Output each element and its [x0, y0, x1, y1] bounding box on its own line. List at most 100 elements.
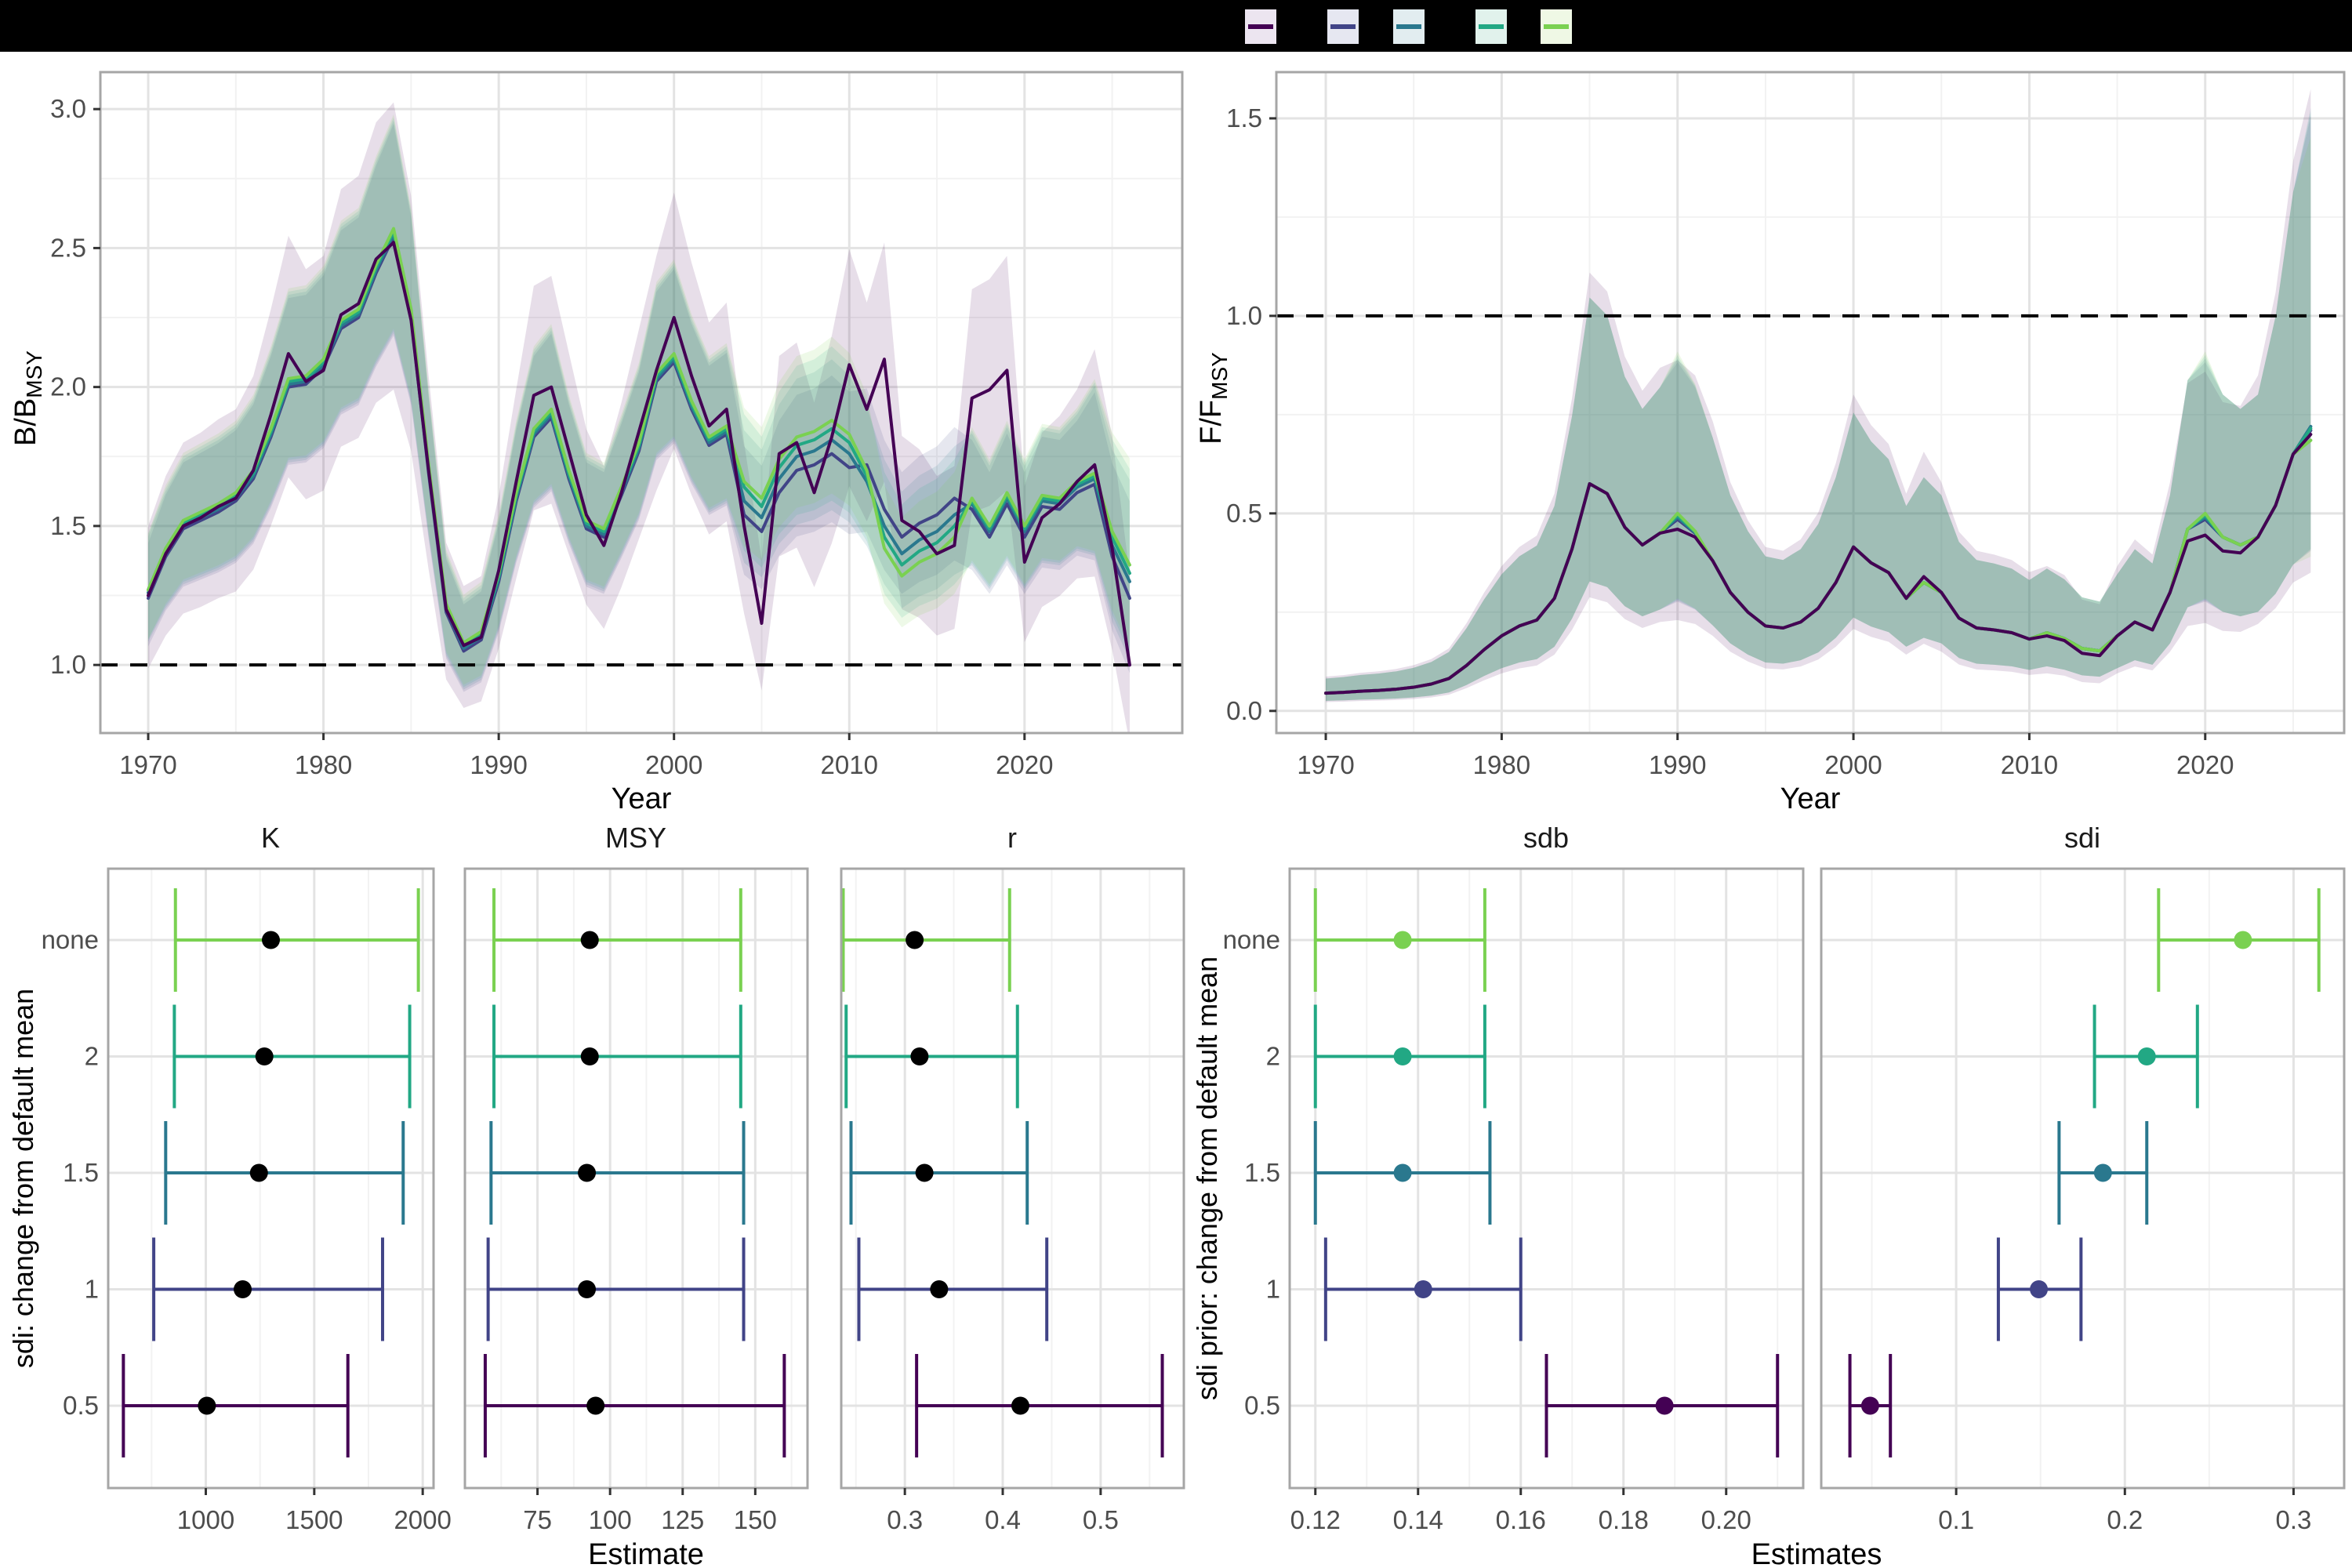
x-tick-label: 0.3 — [2276, 1505, 2312, 1534]
x-tick-label: 1500 — [285, 1505, 343, 1534]
errorbar-sdi-2 — [2092, 1004, 2199, 1109]
legend-key-1.5 — [1393, 9, 1425, 44]
ribbon-1 — [1326, 116, 2311, 701]
x-tick-label: 0.4 — [985, 1505, 1021, 1534]
strip-title-K: K — [260, 822, 281, 854]
x-tick-label: 125 — [661, 1505, 704, 1534]
errorbar-K-none — [173, 888, 420, 992]
errorbar-sdb-1.5 — [1313, 1121, 1492, 1225]
panel-background — [465, 869, 808, 1488]
estimate-dot — [915, 1163, 934, 1182]
errorbar-r-0.5 — [915, 1354, 1164, 1457]
category-label: 2 — [85, 1042, 99, 1071]
estimate-dot — [1393, 1047, 1412, 1065]
x-tick-label: 2020 — [2176, 750, 2234, 779]
category-label: 0.5 — [1244, 1391, 1280, 1420]
errorbar-K-0.5 — [122, 1354, 350, 1457]
y-tick-label: 0.0 — [1226, 696, 1262, 725]
errorbar-K-1.5 — [164, 1121, 405, 1225]
panel-background — [1821, 869, 2344, 1488]
x-tick-label: 2010 — [2001, 750, 2058, 779]
y-tick-label: 2.0 — [50, 372, 86, 401]
x-tick-label: 2000 — [1824, 750, 1882, 779]
x-tick-label: 2000 — [394, 1505, 451, 1534]
errorbar-r-1 — [857, 1237, 1049, 1341]
bbmsy-y-axis-title: B/BMSY — [9, 350, 47, 446]
legend-key-line-none — [1544, 24, 1569, 29]
estimate-dot — [198, 1396, 216, 1415]
legend-key-none — [1541, 9, 1572, 44]
errorbar-sdb-1 — [1323, 1237, 1523, 1341]
strip-title-r: r — [1007, 822, 1017, 854]
estimate-dot — [249, 1163, 268, 1182]
x-tick-label: 75 — [523, 1505, 552, 1534]
x-tick-label: 1970 — [119, 750, 176, 779]
strip-title-MSY: MSY — [604, 822, 667, 854]
legend-label-0.5: 0.5 — [1283, 12, 1319, 41]
category-label: 1.5 — [1244, 1158, 1280, 1187]
x-tick-label: 0.12 — [1290, 1505, 1341, 1534]
category-label: 1 — [85, 1275, 99, 1304]
y-tick-label: 1.5 — [1226, 103, 1262, 132]
x-tick-label: 2000 — [645, 750, 702, 779]
ffmsy-y-axis-title: F/FMSY — [1195, 352, 1232, 445]
x-tick-label: 0.16 — [1496, 1505, 1546, 1534]
panel-MSY: 75 100 125 150 — [463, 867, 809, 1534]
y-tick-label: 1.0 — [1226, 301, 1262, 330]
errorbar-MSY-2 — [492, 1004, 742, 1109]
estimate-dot — [580, 1047, 599, 1065]
bbmsy-x-axis-title: Year — [611, 782, 672, 815]
estimate-dot — [1011, 1396, 1029, 1415]
panel-border — [1288, 867, 1805, 1490]
x-tick-label: 0.1 — [1938, 1505, 1974, 1534]
x-tick-label: 150 — [734, 1505, 777, 1534]
forest-right-y-axis-title: sdi prior: change from default mean — [1191, 956, 1223, 1401]
estimate-dot — [586, 1396, 605, 1415]
bbmsy-chart: 1970 1980 1990 2000 2010 2020 3.0 2.5 2.0 1.5 1.0 — [50, 71, 1184, 779]
panel-border — [1820, 867, 2346, 1490]
legend-key-line-0.5 — [1248, 24, 1273, 29]
panel-r: 0.3 0.4 0.5 — [840, 867, 1185, 1534]
estimate-dot — [910, 1047, 929, 1065]
panel-border — [99, 71, 1184, 735]
panel-sdi: 0.1 0.2 0.3 — [1820, 867, 2346, 1534]
errorbar-K-1 — [152, 1237, 384, 1341]
estimate-dot — [906, 931, 924, 949]
x-tick-label: 1990 — [1649, 750, 1706, 779]
legend-key-0.5 — [1245, 9, 1276, 44]
legend-key-line-1.5 — [1396, 24, 1421, 29]
errorbar-sdi-none — [2157, 888, 2321, 992]
strip-title-sdb: sdb — [1523, 822, 1570, 854]
estimate-dot — [578, 1280, 597, 1298]
errorbar-r-1.5 — [849, 1121, 1029, 1225]
errorbar-sdi-0.5 — [1848, 1354, 1893, 1457]
legend-key-line-2 — [1479, 24, 1504, 29]
estimate-dot — [234, 1280, 252, 1298]
panel-K: 1000 1500 2000 — [107, 867, 452, 1534]
category-label: none — [1223, 925, 1280, 954]
category-label: 0.5 — [63, 1391, 99, 1420]
estimate-dot — [1393, 1163, 1412, 1182]
x-tick-label: 0.5 — [1083, 1505, 1119, 1534]
x-tick-label: 0.2 — [2107, 1505, 2143, 1534]
estimate-dot — [262, 931, 280, 949]
x-tick-label: 0.14 — [1393, 1505, 1443, 1534]
estimate-dot — [578, 1163, 597, 1182]
x-tick-label: 0.3 — [887, 1505, 923, 1534]
ffmsy-y-axis-title-main: F/F — [1195, 399, 1228, 445]
forest-right-x-axis-title: Estimates — [1751, 1538, 1882, 1568]
errorbar-sdb-0.5 — [1544, 1354, 1780, 1457]
legend-strip — [0, 0, 2352, 52]
panel-background — [841, 869, 1184, 1488]
estimate-dot — [930, 1280, 949, 1298]
panel-border — [107, 867, 435, 1490]
y-tick-label: 2.5 — [50, 233, 86, 262]
category-label: 1 — [1266, 1275, 1280, 1304]
errorbar-K-2 — [172, 1004, 412, 1109]
category-label: 1.5 — [63, 1158, 99, 1187]
errorbar-r-none — [841, 888, 1011, 992]
legend-key-2 — [1475, 9, 1507, 44]
ribbon-0.5 — [148, 102, 1130, 733]
